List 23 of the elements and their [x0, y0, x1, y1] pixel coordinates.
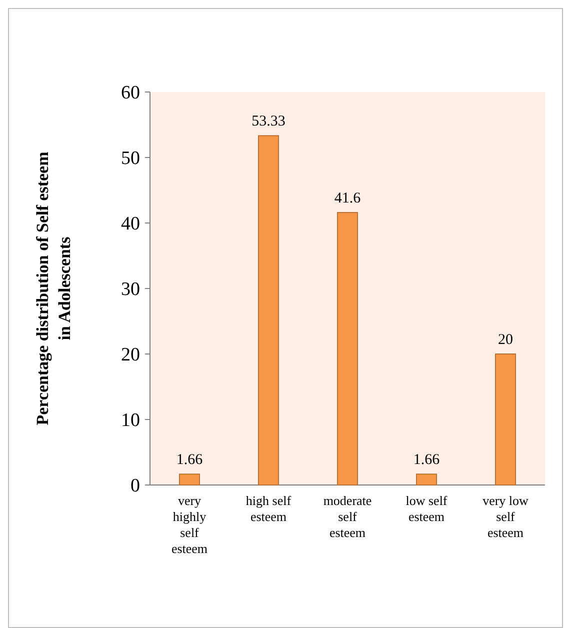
y-tick-label: 20	[121, 344, 140, 366]
data-label: 1.66	[176, 452, 204, 468]
y-tick-label: 10	[121, 410, 140, 432]
data-label: 20	[498, 332, 513, 348]
x-tick-label: very low self esteem	[482, 493, 530, 540]
x-tick-label: very highly self esteem	[171, 493, 208, 556]
y-tick-label: 40	[121, 214, 140, 235]
bar	[179, 474, 200, 486]
y-tick-label: 50	[121, 148, 140, 170]
bar	[495, 354, 516, 486]
bar	[258, 135, 279, 486]
x-tick-label: low self esteem	[406, 493, 448, 524]
x-tick-label: high self esteem	[246, 493, 292, 524]
data-label: 1.66	[413, 452, 440, 468]
y-tick-label: 0	[130, 476, 140, 497]
data-label: 41.6	[334, 190, 362, 207]
x-tick-label: moderate self esteem	[323, 493, 372, 540]
y-tick-label: 60	[121, 82, 140, 104]
bar	[416, 474, 437, 486]
bar	[337, 212, 358, 486]
data-label: 53.33	[252, 114, 286, 130]
y-axis-title: Percentage distribution of Self esteem in Adolescents	[33, 152, 74, 426]
y-tick-label: 30	[121, 279, 140, 300]
